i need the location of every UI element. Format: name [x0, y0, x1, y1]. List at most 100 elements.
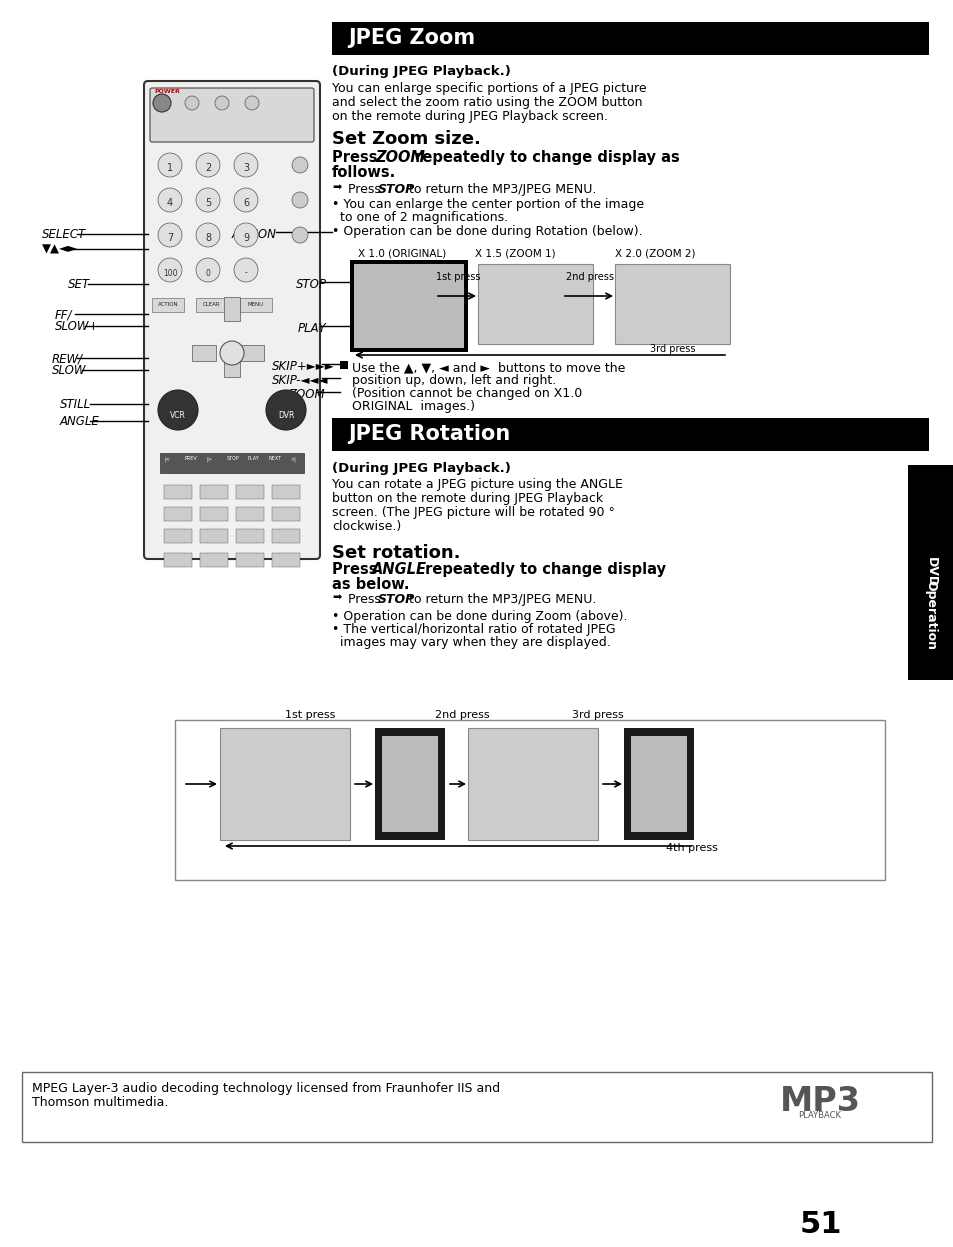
- Text: SLOW-: SLOW-: [52, 364, 90, 377]
- Text: SET: SET: [225, 353, 238, 359]
- Circle shape: [292, 157, 308, 173]
- Text: ➡: ➡: [332, 594, 341, 604]
- Bar: [235, 485, 264, 499]
- Bar: [235, 552, 264, 567]
- Text: ▼▲◄►: ▼▲◄►: [42, 243, 78, 256]
- Text: • Operation can be done during Zoom (above).: • Operation can be done during Zoom (abo…: [332, 610, 627, 624]
- Circle shape: [266, 390, 306, 430]
- Text: CLEAR: CLEAR: [203, 303, 220, 308]
- Text: JPEG Rotation: JPEG Rotation: [348, 424, 510, 444]
- Circle shape: [195, 223, 220, 247]
- Circle shape: [158, 223, 182, 247]
- Bar: [164, 508, 192, 521]
- Text: 2nd press: 2nd press: [565, 272, 614, 282]
- Bar: [623, 728, 693, 840]
- Text: clockwise.): clockwise.): [332, 520, 401, 532]
- Text: PLAYBACK: PLAYBACK: [798, 1111, 841, 1120]
- Circle shape: [233, 258, 257, 282]
- Bar: [907, 465, 953, 680]
- Text: • Operation can be done during Rotation (below).: • Operation can be done during Rotation …: [332, 224, 642, 238]
- Bar: [272, 485, 299, 499]
- Text: 8: 8: [205, 233, 211, 243]
- Text: MPEG Layer-3 audio decoding technology licensed from Fraunhofer IIS and: MPEG Layer-3 audio decoding technology l…: [32, 1082, 499, 1095]
- Text: screen. (The JPEG picture will be rotated 90 °: screen. (The JPEG picture will be rotate…: [332, 506, 615, 519]
- Bar: [192, 345, 215, 360]
- Bar: [224, 297, 240, 320]
- Text: Set Zoom size.: Set Zoom size.: [332, 130, 480, 148]
- Text: ANGLE: ANGLE: [60, 415, 100, 428]
- Bar: [332, 418, 928, 451]
- Circle shape: [158, 390, 198, 430]
- Text: -: -: [244, 268, 247, 278]
- Circle shape: [152, 94, 171, 112]
- Text: (During JPEG Playback.): (During JPEG Playback.): [332, 461, 511, 475]
- Text: as below.: as below.: [332, 577, 409, 592]
- Bar: [272, 508, 299, 521]
- Text: SLOW+: SLOW+: [55, 320, 99, 333]
- Text: to return the MP3/JPEG MENU.: to return the MP3/JPEG MENU.: [405, 183, 596, 196]
- Text: |<: |<: [164, 456, 170, 461]
- Bar: [332, 22, 928, 55]
- Text: 2: 2: [205, 163, 211, 173]
- Bar: [152, 298, 184, 312]
- Text: MENU: MENU: [248, 303, 264, 308]
- Text: STILL: STILL: [60, 398, 91, 412]
- Circle shape: [158, 258, 182, 282]
- Text: DVD: DVD: [923, 557, 937, 587]
- Bar: [630, 736, 686, 832]
- Text: STOP: STOP: [377, 183, 415, 196]
- Text: X 2.0 (ZOOM 2): X 2.0 (ZOOM 2): [615, 248, 695, 258]
- Text: 1st press: 1st press: [436, 272, 480, 282]
- Text: PLAY: PLAY: [297, 322, 327, 335]
- Text: ACTION: ACTION: [232, 228, 276, 241]
- Text: ANGLE: ANGLE: [372, 562, 427, 577]
- Text: You can enlarge specific portions of a JPEG picture: You can enlarge specific portions of a J…: [332, 82, 646, 95]
- Text: Thomson multimedia.: Thomson multimedia.: [32, 1096, 168, 1109]
- Circle shape: [214, 96, 229, 110]
- Text: JPEG Zoom: JPEG Zoom: [348, 27, 475, 47]
- Bar: [200, 552, 228, 567]
- Bar: [477, 264, 593, 344]
- Text: repeatedly to change display: repeatedly to change display: [419, 562, 665, 577]
- Bar: [235, 529, 264, 542]
- Text: 0: 0: [205, 268, 211, 278]
- Bar: [381, 736, 437, 832]
- Text: 100: 100: [163, 268, 177, 278]
- Text: repeatedly to change display as: repeatedly to change display as: [410, 150, 679, 165]
- Text: Set rotation.: Set rotation.: [332, 544, 460, 562]
- Text: 51: 51: [800, 1210, 841, 1240]
- Text: 4th press: 4th press: [665, 843, 718, 853]
- Text: ORIGINAL  images.): ORIGINAL images.): [352, 400, 475, 413]
- Text: SKIP-◄◄◄: SKIP-◄◄◄: [272, 374, 328, 387]
- Text: on the remote during JPEG Playback screen.: on the remote during JPEG Playback scree…: [332, 110, 607, 123]
- Circle shape: [245, 96, 258, 110]
- Text: 2nd press: 2nd press: [435, 710, 489, 720]
- Text: REW/: REW/: [52, 352, 83, 365]
- Text: 4: 4: [167, 198, 172, 208]
- Bar: [164, 552, 192, 567]
- Text: Operation: Operation: [923, 580, 937, 650]
- Text: button on the remote during JPEG Playback: button on the remote during JPEG Playbac…: [332, 493, 602, 505]
- Text: Press: Press: [348, 183, 384, 196]
- Text: 6: 6: [243, 198, 249, 208]
- Circle shape: [233, 223, 257, 247]
- Bar: [195, 298, 228, 312]
- Circle shape: [158, 153, 182, 177]
- Bar: [164, 529, 192, 542]
- Bar: [160, 453, 304, 473]
- Text: • You can enlarge the center portion of the image: • You can enlarge the center portion of …: [332, 198, 643, 211]
- Text: to one of 2 magnifications.: to one of 2 magnifications.: [339, 211, 508, 224]
- Circle shape: [185, 96, 199, 110]
- Text: ➡: ➡: [332, 183, 341, 193]
- Text: SELECT: SELECT: [42, 228, 86, 241]
- Text: DVR: DVR: [277, 410, 294, 419]
- Text: X 1.0 (ORIGINAL): X 1.0 (ORIGINAL): [357, 248, 446, 258]
- Bar: [354, 264, 463, 348]
- Bar: [240, 345, 264, 360]
- Text: to return the MP3/JPEG MENU.: to return the MP3/JPEG MENU.: [405, 594, 596, 606]
- Bar: [220, 728, 350, 840]
- Text: Use the ▲, ▼, ◄ and ►  buttons to move the: Use the ▲, ▼, ◄ and ► buttons to move th…: [352, 360, 625, 374]
- Bar: [200, 508, 228, 521]
- Circle shape: [233, 188, 257, 212]
- Bar: [235, 508, 264, 521]
